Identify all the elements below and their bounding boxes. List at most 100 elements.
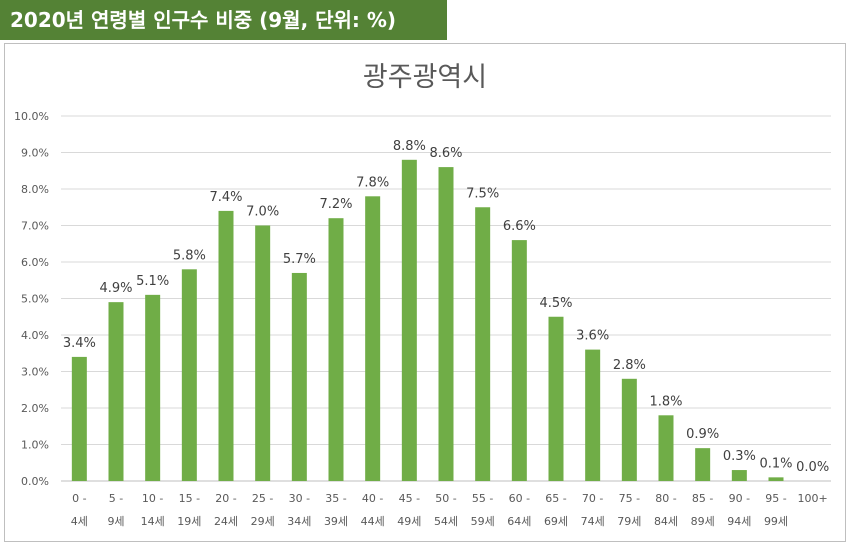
x-tick-label: 89세 xyxy=(691,515,715,528)
data-label: 6.6% xyxy=(503,219,536,234)
x-tick-label: 39세 xyxy=(324,515,348,528)
x-tick-label: 44세 xyxy=(361,515,385,528)
x-tick-label: 30 - xyxy=(289,492,310,505)
data-label: 0.9% xyxy=(686,427,719,442)
y-tick-label: 1.0% xyxy=(21,439,49,452)
y-tick-label: 9.0% xyxy=(21,147,49,160)
y-tick-label: 0.0% xyxy=(21,475,49,488)
x-tick-label: 35 - xyxy=(325,492,346,505)
bar xyxy=(71,356,87,481)
x-tick-label: 65 - xyxy=(545,492,566,505)
bar xyxy=(695,448,711,481)
x-tick-label: 50 - xyxy=(435,492,456,505)
bar xyxy=(511,240,527,481)
bar xyxy=(291,272,307,481)
bar xyxy=(365,196,381,482)
x-tick-label: 70 - xyxy=(582,492,603,505)
x-tick-label: 59세 xyxy=(471,515,495,528)
x-tick-label: 64세 xyxy=(507,515,531,528)
x-tick-label: 99세 xyxy=(764,515,788,528)
data-label: 8.8% xyxy=(393,139,426,154)
x-tick-label: 45 - xyxy=(399,492,420,505)
bar xyxy=(181,269,197,481)
bar xyxy=(218,210,234,481)
data-label: 7.0% xyxy=(246,205,279,220)
x-tick-label: 25 - xyxy=(252,492,273,505)
data-label: 3.4% xyxy=(63,336,96,351)
x-tick-label: 15 - xyxy=(179,492,200,505)
data-label: 7.4% xyxy=(209,190,242,205)
bar xyxy=(548,316,564,481)
x-tick-label: 94세 xyxy=(727,515,751,528)
bar xyxy=(438,167,454,481)
data-label: 7.8% xyxy=(356,175,389,190)
x-tick-label: 75 - xyxy=(619,492,640,505)
bar xyxy=(475,207,491,481)
x-tick-label: 79세 xyxy=(617,515,641,528)
x-tick-label: 0 - xyxy=(72,492,86,505)
x-tick-label: 90 - xyxy=(729,492,750,505)
data-label: 7.2% xyxy=(319,197,352,212)
data-label: 2.8% xyxy=(613,358,646,373)
chart-title: 광주광역시 xyxy=(363,62,487,93)
x-tick-label: 85 - xyxy=(692,492,713,505)
data-label: 3.6% xyxy=(576,329,609,344)
x-tick-label: 34세 xyxy=(287,515,311,528)
x-tick-label: 55 - xyxy=(472,492,493,505)
data-labels: 3.4% 4.9% 5.1% 5.8% 7.4% 7.0% 5.7% 7.2% 7.8% 8.8%… xyxy=(63,139,829,475)
x-tick-label: 10 - xyxy=(142,492,163,505)
bar xyxy=(621,378,637,481)
bar xyxy=(255,225,271,481)
x-tick-label: 80 - xyxy=(655,492,676,505)
y-tick-label: 5.0% xyxy=(21,293,49,306)
x-tick-label: 40 - xyxy=(362,492,383,505)
x-tick-label: 14세 xyxy=(141,515,165,528)
bar xyxy=(585,349,601,481)
bar xyxy=(328,218,344,481)
x-tick-label: 54세 xyxy=(434,515,458,528)
x-tick-label: 74세 xyxy=(581,515,605,528)
x-tick-label: 20 - xyxy=(215,492,236,505)
bar xyxy=(401,159,417,482)
data-label: 8.6% xyxy=(429,146,462,161)
data-label: 0.0% xyxy=(796,460,829,475)
x-tick-label: 49세 xyxy=(397,515,421,528)
data-label: 4.5% xyxy=(539,296,572,311)
data-label: 1.8% xyxy=(649,394,682,409)
header-bar: 2020년 연령별 인구수 비중 (9월, 단위: %) xyxy=(0,0,447,40)
x-tick-label: 100+ xyxy=(798,492,828,505)
y-tick-label: 8.0% xyxy=(21,183,49,196)
y-tick-label: 4.0% xyxy=(21,329,49,342)
x-tick-label: 5 - xyxy=(109,492,123,505)
y-tick-label: 6.0% xyxy=(21,256,49,269)
data-label: 0.3% xyxy=(723,449,756,464)
bar xyxy=(768,477,784,481)
x-tick-label: 84세 xyxy=(654,515,678,528)
data-label: 5.7% xyxy=(283,252,316,267)
y-tick-label: 7.0% xyxy=(21,220,49,233)
data-label: 0.1% xyxy=(759,456,792,471)
x-tick-label: 9세 xyxy=(107,515,124,528)
x-tick-label: 4세 xyxy=(71,515,88,528)
data-label: 5.8% xyxy=(173,248,206,263)
x-tick-label: 19세 xyxy=(177,515,201,528)
y-tick-label: 3.0% xyxy=(21,366,49,379)
y-axis-ticks: 0.0% 1.0% 2.0% 3.0% 4.0% 5.0% 6.0% 7.0% 8.0% 9.0%… xyxy=(14,110,49,488)
bar xyxy=(658,415,674,481)
bar xyxy=(731,470,747,481)
data-label: 4.9% xyxy=(99,281,132,296)
x-axis-ticks: 0 - 4세 5 - 9세 10 - 14세 15 - 19세 20 - 24세 25 - 29세 30… xyxy=(71,492,828,528)
x-tick-label: 60 - xyxy=(509,492,530,505)
x-tick-label: 24세 xyxy=(214,515,238,528)
x-tick-label: 69세 xyxy=(544,515,568,528)
bar xyxy=(145,294,161,481)
bars xyxy=(71,159,784,482)
bar xyxy=(108,302,124,481)
y-tick-label: 2.0% xyxy=(21,402,49,415)
y-tick-label: 10.0% xyxy=(14,110,49,123)
page-title: 2020년 연령별 인구수 비중 (9월, 단위: %) xyxy=(10,8,397,32)
data-label: 5.1% xyxy=(136,274,169,289)
data-label: 7.5% xyxy=(466,186,499,201)
x-tick-label: 29세 xyxy=(251,515,275,528)
